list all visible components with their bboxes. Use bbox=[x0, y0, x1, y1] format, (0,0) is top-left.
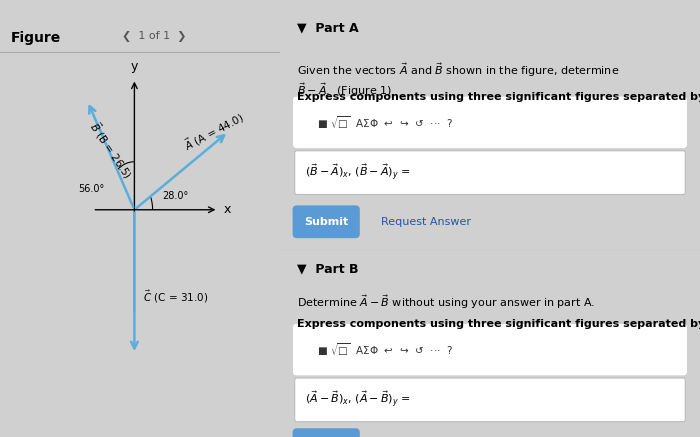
FancyBboxPatch shape bbox=[295, 151, 685, 194]
Text: $\vec{B}$ (B = 26.5): $\vec{B}$ (B = 26.5) bbox=[85, 119, 136, 182]
Text: Express components using three significant figures separated by a comma.: Express components using three significa… bbox=[297, 319, 700, 329]
Text: Figure: Figure bbox=[11, 31, 62, 45]
Text: 56.0°: 56.0° bbox=[78, 184, 105, 194]
Text: $\vec{C}$ (C = 31.0): $\vec{C}$ (C = 31.0) bbox=[143, 288, 208, 305]
Text: $\vec{A}$ (A = 44.0): $\vec{A}$ (A = 44.0) bbox=[181, 108, 247, 154]
Text: x: x bbox=[224, 203, 232, 216]
FancyBboxPatch shape bbox=[293, 323, 687, 376]
Text: $(\vec{A} - \vec{B})_x$, $(\vec{A} - \vec{B})_y$ =: $(\vec{A} - \vec{B})_x$, $(\vec{A} - \ve… bbox=[305, 390, 411, 410]
Text: ■ $\sqrt{□}$  AΣΦ  ↩  ↪  ↺  ···  ?: ■ $\sqrt{□}$ AΣΦ ↩ ↪ ↺ ··· ? bbox=[317, 114, 453, 131]
Text: $(\vec{B} - \vec{A})_x$, $(\vec{B} - \vec{A})_y$ =: $(\vec{B} - \vec{A})_x$, $(\vec{B} - \ve… bbox=[305, 163, 411, 183]
Text: ❮  1 of 1  ❯: ❮ 1 of 1 ❯ bbox=[122, 31, 186, 42]
Text: ▼  Part A: ▼ Part A bbox=[297, 22, 358, 35]
FancyBboxPatch shape bbox=[293, 205, 360, 238]
FancyBboxPatch shape bbox=[293, 96, 687, 149]
Text: 28.0°: 28.0° bbox=[162, 191, 188, 201]
Text: Submit: Submit bbox=[304, 217, 349, 226]
Text: ▼  Part B: ▼ Part B bbox=[297, 262, 358, 275]
FancyBboxPatch shape bbox=[293, 428, 360, 437]
FancyBboxPatch shape bbox=[295, 378, 685, 422]
Text: Express components using three significant figures separated by a comma.: Express components using three significa… bbox=[297, 92, 700, 102]
Text: Given the vectors $\vec{A}$ and $\vec{B}$ shown in the figure, determine $\vec{B: Given the vectors $\vec{A}$ and $\vec{B}… bbox=[297, 61, 619, 99]
Text: Request Answer: Request Answer bbox=[381, 217, 471, 226]
Text: Determine $\vec{A} - \vec{B}$ without using your answer in part A.: Determine $\vec{A} - \vec{B}$ without us… bbox=[297, 293, 595, 311]
Text: y: y bbox=[131, 60, 138, 73]
Text: ■ $\sqrt{□}$  AΣΦ  ↩  ↪  ↺  ···  ?: ■ $\sqrt{□}$ AΣΦ ↩ ↪ ↺ ··· ? bbox=[317, 341, 453, 358]
